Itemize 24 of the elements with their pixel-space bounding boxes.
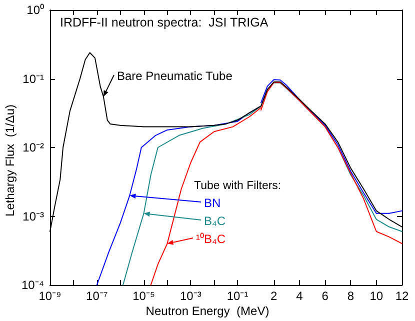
y-axis-title: Lethargy Flux (1/Δu)	[3, 104, 17, 217]
x-tick-label: 6	[322, 289, 329, 303]
x-tick-label: 12	[395, 289, 409, 303]
annotation: Tube with Filters:	[194, 180, 282, 192]
y-tick-label: 10⁻⁴	[21, 278, 44, 292]
x-tick-label: 4	[296, 289, 304, 303]
x-tick-label: 10⁻⁹	[38, 289, 62, 303]
x-tick-label: 10⁻⁵	[132, 289, 155, 303]
legend-label: B₄C	[204, 214, 226, 228]
chart-title: IRDFF-II neutron spectra: JSI TRIGA	[60, 16, 269, 30]
x-tick-label: 2	[270, 289, 278, 303]
y-tick-label: 10⁰	[26, 3, 44, 17]
y-tick-label: 10⁻²	[22, 140, 44, 154]
y-tick-label: 10⁻³	[22, 209, 44, 224]
x-tick-label: 10	[370, 289, 384, 303]
x-tick-label: 8	[347, 289, 354, 303]
legend-label: ¹⁰B₄C	[196, 232, 226, 246]
y-tick-label: 10⁻¹	[22, 72, 44, 86]
text: BN	[204, 196, 221, 210]
legend-label: Bare Pneumatic Tube	[117, 69, 233, 83]
x-tick-label: 10⁻³	[180, 289, 202, 303]
x-tick-label: 10⁻⁷	[86, 289, 108, 303]
x-tick-label: 10⁻¹	[226, 289, 248, 303]
x-axis-title: Neutron Energy (MeV)	[146, 304, 270, 318]
